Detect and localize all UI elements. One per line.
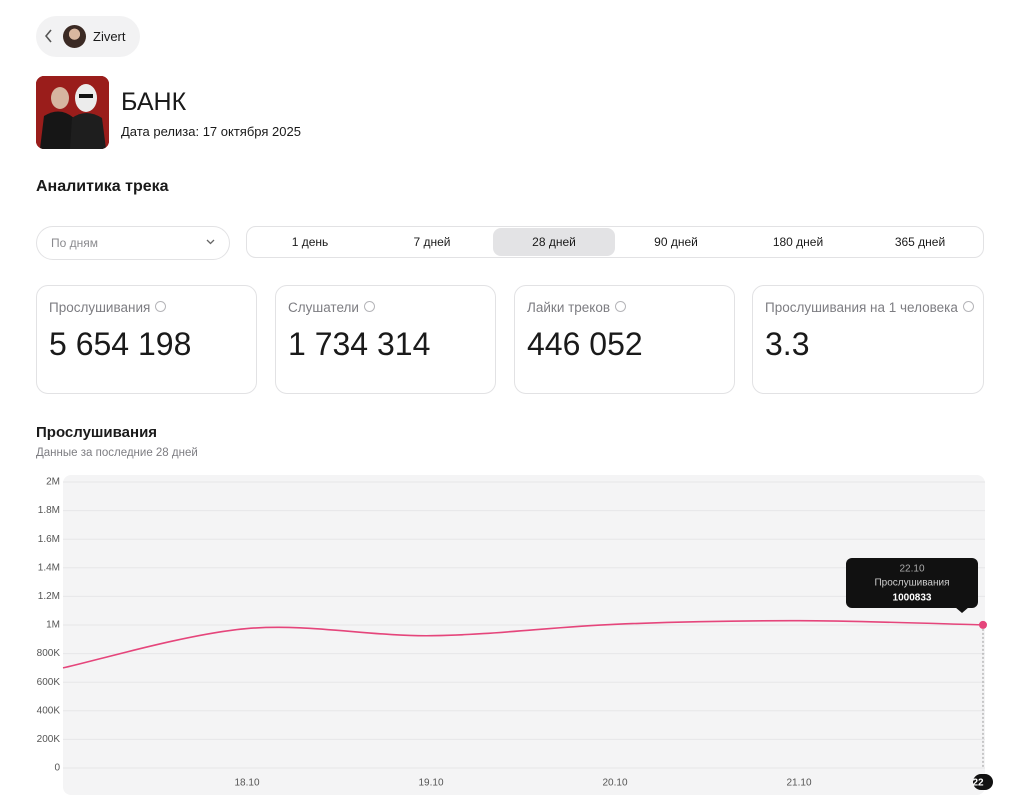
- metric-value: 446 052: [527, 326, 643, 362]
- back-arrow: [45, 29, 52, 43]
- period-tabs: 1 день 7 дней 28 дней 90 дней 180 дней 3…: [246, 226, 984, 258]
- artist-avatar: [63, 25, 86, 48]
- y-tick-label: 800K: [37, 648, 61, 659]
- select-value: По дням: [51, 236, 99, 250]
- release-date: Дата релиза: 17 октября 2025: [121, 124, 301, 139]
- period-tab[interactable]: 7 дней: [413, 235, 451, 249]
- tooltip-series: Прослушивания: [874, 578, 949, 589]
- metric-label: Слушатели: [288, 300, 375, 315]
- metric-card: Слушатели 1 734 314: [275, 285, 496, 394]
- hover-point: [979, 620, 987, 629]
- x-tick-label: 18.10: [234, 778, 259, 789]
- y-tick-label: 200K: [37, 734, 61, 745]
- info-icon[interactable]: [615, 301, 627, 312]
- y-tick-label: 2M: [46, 477, 60, 488]
- y-tick-label: 1.4M: [38, 562, 60, 573]
- x-tick-label: 21.10: [786, 778, 811, 789]
- period-tab[interactable]: 90 дней: [654, 235, 698, 249]
- back-button[interactable]: Zivert: [36, 16, 140, 57]
- tooltip: 22.10 Прослушивания 1000833: [846, 558, 978, 613]
- tooltip-value: 1000833: [893, 593, 932, 604]
- y-tick-label: 1.6M: [38, 534, 60, 545]
- y-tick-label: 1.2M: [38, 591, 60, 602]
- period-tab[interactable]: 365 дней: [894, 235, 946, 249]
- y-tick-label: 0: [54, 763, 60, 774]
- metric-value: 3.3: [765, 326, 810, 362]
- metric-card: Прослушивания 5 654 198: [36, 285, 257, 394]
- metric-label-text: Прослушивания на 1 человека: [765, 300, 958, 315]
- y-tick-label: 400K: [37, 705, 61, 716]
- metric-value: 1 734 314: [288, 326, 431, 362]
- plot-background: [63, 475, 985, 795]
- period-tab[interactable]: 180 дней: [772, 235, 824, 249]
- chart-title: Прослушивания: [36, 424, 158, 441]
- metric-label: Прослушивания: [49, 300, 167, 315]
- chart-subtitle: Данные за последние 28 дней: [36, 447, 198, 459]
- track-title: БАНК: [121, 88, 187, 116]
- artist-name: Zivert: [93, 29, 126, 44]
- cover-art: [36, 76, 109, 149]
- metric-card: Прослушивания на 1 человека 3.3: [752, 285, 984, 394]
- y-tick-label: 1M: [46, 620, 60, 631]
- series-line: [62, 619, 984, 669]
- y-tick-label: 600K: [37, 677, 61, 688]
- chevron: [206, 239, 215, 245]
- metric-label: Лайки треков: [527, 300, 627, 315]
- x-tick-label: 19.10: [418, 778, 443, 789]
- info-icon[interactable]: [155, 301, 167, 312]
- period-tab[interactable]: 1 день: [291, 235, 329, 249]
- tooltip-tail: [955, 607, 969, 613]
- album-cover: [36, 76, 109, 149]
- x-tick-label: 20.10: [602, 778, 627, 789]
- x-tick-label: 22: [972, 778, 984, 789]
- metric-label-text: Лайки треков: [527, 300, 611, 315]
- y-tick-label: 1.8M: [38, 505, 60, 516]
- x-tick-badge: [973, 774, 993, 790]
- info-icon[interactable]: [363, 301, 375, 312]
- period-tab[interactable]: 28 дней: [493, 228, 615, 256]
- tooltip-box: [846, 558, 978, 608]
- metric-label-text: Прослушивания: [49, 300, 151, 315]
- metric-value: 5 654 198: [49, 326, 192, 362]
- metric-label: Прослушивания на 1 человека: [765, 300, 974, 315]
- metric-label-text: Слушатели: [288, 300, 359, 315]
- info-icon[interactable]: [962, 301, 974, 312]
- tooltip-date: 22.10: [899, 564, 924, 575]
- granularity-select[interactable]: По дням: [36, 226, 230, 260]
- metric-card: Лайки треков 446 052: [514, 285, 735, 394]
- section-title: Аналитика трека: [36, 178, 169, 195]
